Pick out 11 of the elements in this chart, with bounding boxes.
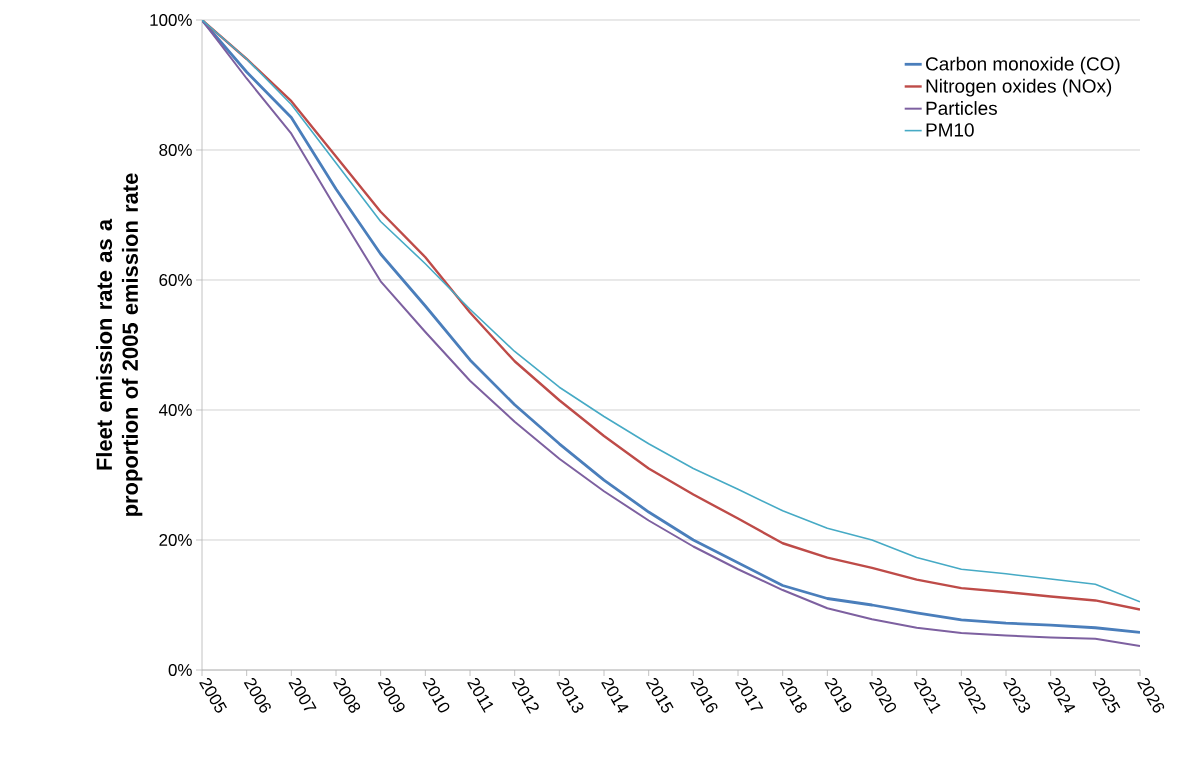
legend-label: Carbon monoxide (CO) bbox=[926, 56, 1120, 75]
y-axis-title: Fleet emission rate as a proportion of 2005 emission rate bbox=[95, 173, 143, 516]
y-tick-label: 80% bbox=[159, 143, 192, 156]
y-tick-label: 20% bbox=[159, 534, 192, 546]
legend-label: Particles bbox=[926, 101, 997, 115]
legend-label: PM10 bbox=[926, 123, 974, 137]
y-tick-label: 60% bbox=[159, 274, 192, 286]
y-tick-label: 100% bbox=[150, 13, 192, 26]
y-tick-label: 0% bbox=[168, 664, 192, 676]
legend-label: Nitrogen oxides (NOx) bbox=[926, 78, 1112, 97]
y-tick-label: 40% bbox=[158, 404, 192, 416]
